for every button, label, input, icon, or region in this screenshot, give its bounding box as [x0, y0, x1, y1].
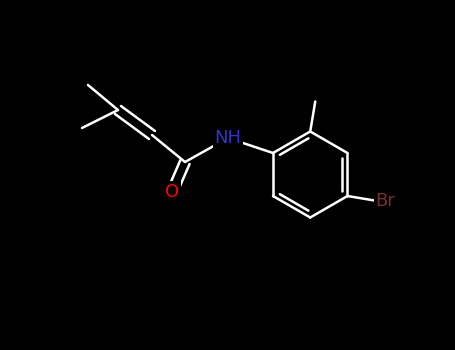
Text: O: O [165, 183, 179, 201]
Text: NH: NH [214, 129, 242, 147]
Text: Br: Br [376, 192, 395, 210]
